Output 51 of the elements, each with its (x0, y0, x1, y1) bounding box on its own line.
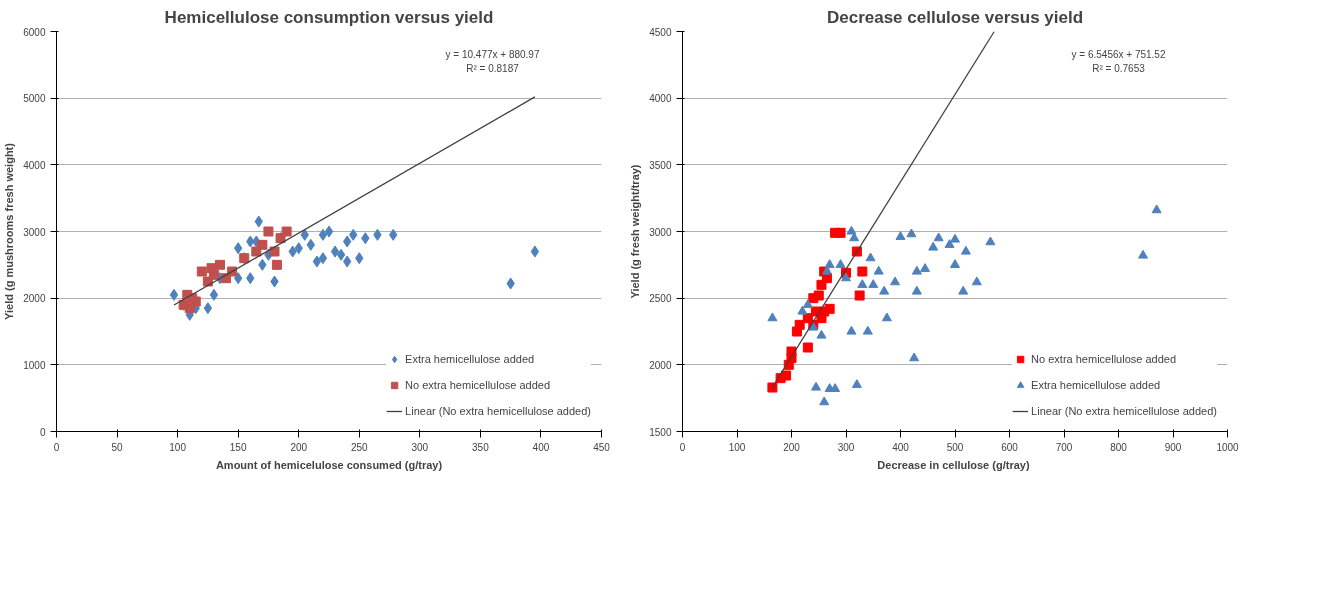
y-tick-label: 0 (39, 426, 46, 438)
legend-label: No extra hemicellulose added (1031, 353, 1177, 365)
x-axis-title: Amount of hemicelulose consumed (g/tray) (215, 458, 443, 471)
legend-label: Extra hemicellulose added (1031, 379, 1161, 391)
x-tick-label: 100 (169, 441, 187, 453)
y-tick-label: 4000 (23, 159, 46, 171)
x-tick-label: 1000 (1216, 441, 1240, 453)
annotation: R² = 0.7653 (1092, 62, 1146, 74)
x-tick-label: 300 (837, 441, 855, 453)
x-tick-label: 150 (229, 441, 247, 453)
x-tick-label: 500 (946, 441, 964, 453)
y-tick-label: 1500 (649, 426, 672, 438)
x-tick-label: 200 (783, 441, 801, 453)
annotation: y = 6.5456x + 751.52 (1071, 48, 1166, 60)
y-tick-label: 3500 (649, 159, 672, 171)
x-tick-label: 400 (892, 441, 910, 453)
y-tick-label: 1000 (23, 359, 46, 371)
y-tick-label: 5000 (23, 93, 46, 105)
x-axis-title: Decrease in cellulose (g/tray) (877, 458, 1030, 471)
x-tick-label: 350 (472, 441, 490, 453)
x-tick-label: 200 (290, 441, 308, 453)
legend-label: No extra hemicellulose added (405, 379, 551, 391)
y-tick-label: 6000 (23, 26, 46, 38)
x-tick-label: 100 (728, 441, 746, 453)
x-tick-label: 250 (350, 441, 369, 453)
x-tick-label: 0 (53, 441, 60, 453)
y-tick-label: 2000 (649, 359, 672, 371)
x-tick-label: 0 (679, 441, 686, 453)
y-tick-label: 3000 (649, 226, 672, 238)
legend-label: Linear (No extra hemicellulose added) (405, 405, 591, 417)
chart-title: Hemicellulose consumption versus yield (164, 7, 494, 27)
x-tick-label: 300 (411, 441, 429, 453)
x-tick-label: 450 (593, 441, 611, 453)
y-tick-label: 2500 (649, 293, 672, 305)
x-tick-label: 800 (1110, 441, 1128, 453)
y-axis-title: Yield (g fresh weight/tray) (629, 164, 642, 299)
legend-label: Extra hemicellulose added (405, 353, 535, 365)
legend-label: Linear (No extra hemicellulose added) (1031, 405, 1217, 417)
annotation: R² = 0.8187 (466, 62, 520, 74)
chart-title: Decrease cellulose versus yield (826, 7, 1084, 27)
x-tick-label: 50 (111, 441, 124, 453)
y-tick-label: 2000 (23, 293, 46, 305)
x-tick-label: 400 (532, 441, 550, 453)
y-tick-label: 3000 (23, 226, 46, 238)
y-tick-label: 4000 (649, 93, 672, 105)
x-tick-label: 700 (1055, 441, 1073, 453)
y-axis-title: Yield (g mushrooms fresh weight) (3, 142, 16, 320)
x-tick-label: 900 (1164, 441, 1182, 453)
x-tick-label: 600 (1001, 441, 1019, 453)
annotation: y = 10.477x + 880.97 (445, 48, 540, 60)
y-tick-label: 4500 (649, 26, 672, 38)
